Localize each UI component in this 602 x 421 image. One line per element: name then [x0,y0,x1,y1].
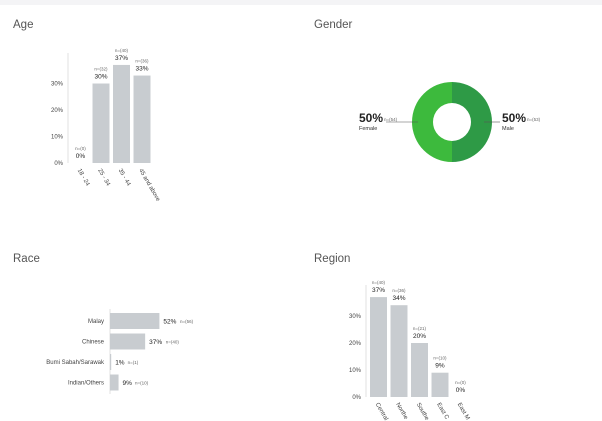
region-ytick: 10% [349,368,362,374]
age-title: Age [13,19,34,31]
region-value-label: 9% [435,363,445,370]
age-value-label: 33% [135,66,148,73]
age-value-label: 30% [94,74,107,81]
age-value-label: 37% [115,55,128,62]
region-ytick: 20% [349,341,362,347]
region-title: Region [314,253,351,265]
age-n-label: n=(0) [75,146,86,151]
race-n-label: n=(1) [128,360,139,365]
gender-female-label: Female [359,126,377,132]
race-bar [110,333,146,350]
race-value-label: 1% [115,360,125,367]
race-bar [110,374,119,391]
gender-female-value: 50% [359,111,383,125]
gender-slice-female [412,82,452,162]
gender-male-label: Male [502,126,514,132]
race-value-label: 52% [163,319,176,326]
race-n-label: n=(40) [166,340,180,345]
race-category-label: Malay [88,319,104,325]
race-category-label: Chinese [82,340,105,346]
region-n-label: n=(40) [372,280,386,285]
age-ytick: 10% [51,135,64,141]
age-category-label: 45 and above [137,168,161,203]
race-bar [110,354,112,370]
age-category-label: 25 - 34 [96,168,111,188]
race-category-label: Bumi Sabah/Sarawak [46,360,105,366]
region-value-label: 34% [392,295,405,302]
age-ytick: 30% [51,82,64,88]
gender-slice-male [452,82,492,162]
gender-title: Gender [314,19,353,31]
region-bar [390,305,408,397]
race-n-label: n=(10) [135,381,149,386]
top-bar [0,0,602,5]
age-n-label: n=(32) [94,67,108,72]
age-bar [133,75,151,163]
race-value-label: 9% [123,380,133,387]
age-bar [92,83,110,163]
race-value-label: 37% [149,339,162,346]
region-value-label: 20% [413,333,426,340]
age-category-label: 35 - 44 [117,168,132,188]
race-title: Race [13,253,40,265]
region-category-label: Central [374,402,389,421]
region-category-label: Southe [415,402,430,421]
region-n-label: n=(36) [392,288,406,293]
age-bar [113,64,130,163]
region-bar [370,297,387,397]
race-category-label: Indian/Others [68,381,104,387]
race-n-label: n=(56) [180,319,194,324]
region-category-label: Northe [394,402,409,421]
region-n-label: n=(21) [413,326,427,331]
region-bar [431,372,449,397]
gender-female-n: n=(54) [384,117,398,122]
age-category-label: 18 - 24 [76,168,91,188]
region-value-label: 37% [372,287,385,294]
region-category-label: East M [456,402,471,421]
region-ytick: 30% [349,314,362,320]
age-n-label: n=(36) [135,59,149,64]
region-n-label: n=(10) [433,356,447,361]
age-ytick: 20% [51,108,64,114]
race-bar [110,313,160,329]
age-value-label: 0% [76,153,86,160]
region-bar [411,343,428,397]
gender-male-n: n=(53) [527,117,541,122]
region-value-label: 0% [456,387,466,394]
region-ytick: 0% [352,395,361,401]
region-category-label: East C [435,402,450,421]
region-n-label: n=(0) [455,380,466,385]
age-n-label: n=(40) [115,48,129,53]
age-ytick: 0% [54,161,63,167]
gender-male-value: 50% [502,111,526,125]
